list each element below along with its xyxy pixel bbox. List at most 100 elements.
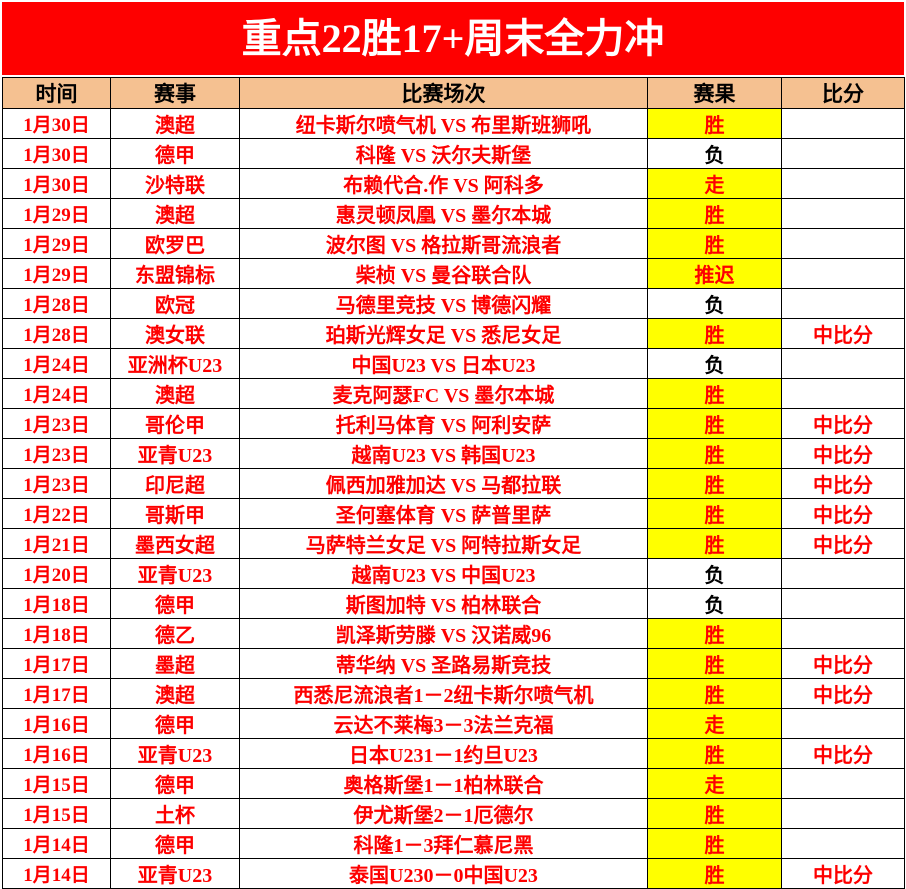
cell-score: 中比分 xyxy=(781,318,905,349)
cell-league: 德甲 xyxy=(110,708,240,739)
cell-score xyxy=(781,828,905,859)
cell-league: 墨超 xyxy=(110,648,240,679)
cell-score xyxy=(781,378,905,409)
column-header-score: 比分 xyxy=(781,77,905,109)
table-row: 1月18日 德乙 凯泽斯劳滕 VS 汉诺威96 胜 xyxy=(2,618,905,649)
cell-score: 中比分 xyxy=(781,738,905,769)
cell-time: 1月23日 xyxy=(2,408,111,439)
cell-time: 1月30日 xyxy=(2,108,111,139)
cell-match: 马萨特兰女足 VS 阿特拉斯女足 xyxy=(239,528,648,559)
cell-time: 1月30日 xyxy=(2,168,111,199)
cell-match: 圣何塞体育 VS 萨普里萨 xyxy=(239,498,648,529)
cell-time: 1月23日 xyxy=(2,468,111,499)
cell-match: 西悉尼流浪者1－2纽卡斯尔喷气机 xyxy=(239,678,648,709)
cell-time: 1月16日 xyxy=(2,708,111,739)
cell-match: 伊尤斯堡2－1厄德尔 xyxy=(239,798,648,829)
results-table: 时间 赛事 比赛场次 赛果 比分 1月30日 澳超 纽卡斯尔喷气机 VS 布里斯班狮… xyxy=(2,77,905,889)
cell-score: 中比分 xyxy=(781,528,905,559)
table-row: 1月23日 印尼超 佩西加雅加达 VS 马都拉联胜中比分 xyxy=(2,468,905,499)
cell-league: 澳女联 xyxy=(110,318,240,349)
cell-score xyxy=(781,768,905,799)
cell-result: 负 xyxy=(647,288,782,319)
table-row: 1月14日 德甲 科隆1－3拜仁慕尼黑胜 xyxy=(2,828,905,859)
cell-league: 墨西女超 xyxy=(110,528,240,559)
cell-score: 中比分 xyxy=(781,438,905,469)
cell-match: 斯图加特 VS 柏林联合 xyxy=(239,588,648,619)
cell-result: 走 xyxy=(647,708,782,739)
cell-result: 负 xyxy=(647,348,782,379)
cell-score xyxy=(781,198,905,229)
cell-result: 胜 xyxy=(647,498,782,529)
cell-score: 中比分 xyxy=(781,648,905,679)
cell-result: 胜 xyxy=(647,318,782,349)
cell-league: 澳超 xyxy=(110,678,240,709)
table-row: 1月15日 德甲 奥格斯堡1－1柏林联合走 xyxy=(2,768,905,799)
cell-match: 托利马体育 VS 阿利安萨 xyxy=(239,408,648,439)
cell-result: 负 xyxy=(647,138,782,169)
cell-time: 1月22日 xyxy=(2,498,111,529)
cell-time: 1月17日 xyxy=(2,678,111,709)
cell-league: 德甲 xyxy=(110,768,240,799)
cell-score xyxy=(781,588,905,619)
cell-time: 1月28日 xyxy=(2,318,111,349)
cell-match: 麦克阿瑟FC VS 墨尔本城 xyxy=(239,378,648,409)
table-row: 1月28日 欧冠 马德里竞技 VS 博德闪耀负 xyxy=(2,288,905,319)
header-row: 时间 赛事 比赛场次 赛果 比分 xyxy=(2,77,905,109)
column-header-result: 赛果 xyxy=(647,77,782,109)
page-title: 重点22胜17+周末全力冲 xyxy=(241,15,665,61)
cell-score: 中比分 xyxy=(781,408,905,439)
cell-match: 科隆1－3拜仁慕尼黑 xyxy=(239,828,648,859)
table-row: 1月16日 德甲 云达不莱梅3－3法兰克福走 xyxy=(2,708,905,739)
cell-time: 1月28日 xyxy=(2,288,111,319)
cell-time: 1月15日 xyxy=(2,798,111,829)
cell-league: 亚青U23 xyxy=(110,858,240,889)
column-header-league: 赛事 xyxy=(110,77,240,109)
cell-time: 1月30日 xyxy=(2,138,111,169)
cell-result: 胜 xyxy=(647,738,782,769)
cell-time: 1月15日 xyxy=(2,768,111,799)
table-row: 1月30日 澳超 纽卡斯尔喷气机 VS 布里斯班狮吼胜 xyxy=(2,108,905,139)
cell-result: 胜 xyxy=(647,108,782,139)
cell-league: 德甲 xyxy=(110,828,240,859)
cell-league: 德甲 xyxy=(110,138,240,169)
cell-result: 胜 xyxy=(647,648,782,679)
cell-match: 泰国U230－0中国U23 xyxy=(239,858,648,889)
cell-score xyxy=(781,348,905,379)
cell-match: 惠灵顿凤凰 VS 墨尔本城 xyxy=(239,198,648,229)
table-row: 1月30日 德甲 科隆 VS 沃尔夫斯堡负 xyxy=(2,138,905,169)
cell-result: 胜 xyxy=(647,828,782,859)
cell-league: 土杯 xyxy=(110,798,240,829)
cell-result: 胜 xyxy=(647,438,782,469)
table-row: 1月29日 东盟锦标 柴桢 VS 曼谷联合队 推迟 xyxy=(2,258,905,289)
cell-match: 波尔图 VS 格拉斯哥流浪者 xyxy=(239,228,648,259)
table-row: 1月17日 墨超 蒂华纳 VS 圣路易斯竞技胜中比分 xyxy=(2,648,905,679)
table-row: 1月15日 土杯 伊尤斯堡2－1厄德尔胜 xyxy=(2,798,905,829)
cell-match: 日本U231－1约旦U23 xyxy=(239,738,648,769)
cell-match: 柴桢 VS 曼谷联合队 xyxy=(239,258,648,289)
cell-time: 1月29日 xyxy=(2,228,111,259)
cell-result: 负 xyxy=(647,588,782,619)
cell-result: 胜 xyxy=(647,618,782,649)
cell-match: 科隆 VS 沃尔夫斯堡 xyxy=(239,138,648,169)
table-body: 1月30日 澳超 纽卡斯尔喷气机 VS 布里斯班狮吼胜 1月30日 德甲 科隆 VS 沃尔… xyxy=(2,108,905,889)
cell-match: 蒂华纳 VS 圣路易斯竞技 xyxy=(239,648,648,679)
table-row: 1月24日 澳超 麦克阿瑟FC VS 墨尔本城胜 xyxy=(2,378,905,409)
table-row: 1月29日 欧罗巴 波尔图 VS 格拉斯哥流浪者胜 xyxy=(2,228,905,259)
cell-result: 胜 xyxy=(647,408,782,439)
cell-time: 1月20日 xyxy=(2,558,111,589)
cell-result: 胜 xyxy=(647,378,782,409)
cell-result: 胜 xyxy=(647,528,782,559)
cell-time: 1月24日 xyxy=(2,378,111,409)
cell-league: 澳超 xyxy=(110,198,240,229)
cell-match: 佩西加雅加达 VS 马都拉联 xyxy=(239,468,648,499)
cell-score xyxy=(781,708,905,739)
cell-score xyxy=(781,618,905,649)
cell-result: 胜 xyxy=(647,798,782,829)
cell-league: 亚青U23 xyxy=(110,558,240,589)
cell-score xyxy=(781,798,905,829)
table-row: 1月18日 德甲 斯图加特 VS 柏林联合负 xyxy=(2,588,905,619)
cell-league: 澳超 xyxy=(110,108,240,139)
cell-league: 欧冠 xyxy=(110,288,240,319)
cell-match: 马德里竞技 VS 博德闪耀 xyxy=(239,288,648,319)
table-row: 1月22日 哥斯甲 圣何塞体育 VS 萨普里萨胜中比分 xyxy=(2,498,905,529)
